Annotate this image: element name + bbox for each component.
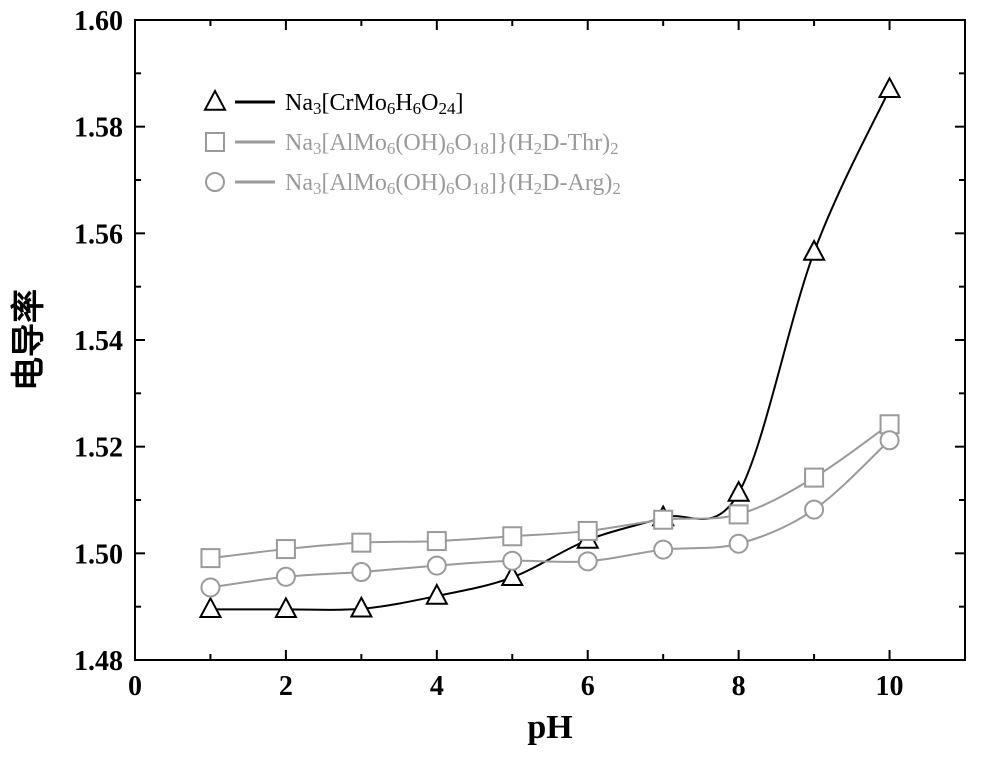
chart-svg: 0 2 4 6 8 10 1.48 1.50 1.52 1.54 1.56 1.58 1.60 pH 电导率… bbox=[0, 0, 1000, 775]
series-triangle bbox=[200, 78, 899, 617]
chart-container: 0 2 4 6 8 10 1.48 1.50 1.52 1.54 1.56 1.58 1.60 pH 电导率… bbox=[0, 0, 1000, 775]
square-marker bbox=[805, 469, 823, 487]
series-line bbox=[210, 440, 889, 587]
circle-marker bbox=[654, 541, 672, 559]
svg-text:1.50: 1.50 bbox=[74, 539, 123, 570]
circle-marker bbox=[277, 568, 295, 586]
triangle-marker bbox=[200, 598, 220, 617]
square-marker bbox=[277, 540, 295, 558]
square-marker bbox=[503, 527, 521, 545]
circle-marker bbox=[201, 578, 219, 596]
square-marker bbox=[579, 522, 597, 540]
triangle-marker bbox=[804, 241, 824, 260]
series-line bbox=[210, 424, 889, 558]
circle-marker bbox=[805, 501, 823, 519]
svg-text:1.58: 1.58 bbox=[74, 113, 123, 144]
svg-text:0: 0 bbox=[128, 671, 142, 702]
svg-text:10: 10 bbox=[876, 671, 904, 702]
triangle-marker bbox=[880, 78, 900, 97]
legend-label: Na3[AlMo6(OH)6O18]}(H2D-Arg)2 bbox=[285, 170, 621, 198]
square-marker bbox=[428, 532, 446, 550]
circle-marker bbox=[428, 557, 446, 575]
circle-marker bbox=[352, 563, 370, 581]
legend-label: Na3[CrMo6H6O24] bbox=[285, 90, 464, 118]
svg-text:8: 8 bbox=[732, 671, 746, 702]
legend-entry: Na3[CrMo6H6O24] bbox=[205, 90, 464, 118]
svg-text:6: 6 bbox=[581, 671, 595, 702]
circle-marker bbox=[206, 173, 224, 191]
square-marker bbox=[654, 511, 672, 529]
series-circle bbox=[201, 431, 898, 596]
circle-marker bbox=[503, 552, 521, 570]
legend-entry: Na3[AlMo6(OH)6O18]}(H2D-Arg)2 bbox=[206, 170, 621, 198]
legend-entry: Na3[AlMo6(OH)6O18]}(H2D-Thr)2 bbox=[206, 130, 619, 158]
square-marker bbox=[201, 549, 219, 567]
square-marker bbox=[730, 505, 748, 523]
x-axis-title: pH bbox=[527, 709, 572, 746]
square-marker bbox=[206, 133, 224, 151]
legend-label: Na3[AlMo6(OH)6O18]}(H2D-Thr)2 bbox=[285, 130, 619, 158]
circle-marker bbox=[579, 552, 597, 570]
svg-text:4: 4 bbox=[430, 671, 444, 702]
triangle-marker bbox=[729, 482, 749, 501]
svg-text:1.60: 1.60 bbox=[74, 6, 123, 37]
series-line bbox=[210, 89, 889, 610]
circle-marker bbox=[730, 535, 748, 553]
series-square bbox=[201, 415, 898, 567]
circle-marker bbox=[881, 431, 899, 449]
svg-text:2: 2 bbox=[279, 671, 293, 702]
svg-text:1.52: 1.52 bbox=[74, 433, 123, 464]
y-axis-title: 电导率 bbox=[10, 289, 48, 391]
square-marker bbox=[352, 534, 370, 552]
triangle-marker bbox=[276, 598, 296, 617]
svg-text:1.54: 1.54 bbox=[74, 326, 123, 357]
triangle-marker bbox=[205, 91, 225, 110]
svg-text:1.56: 1.56 bbox=[74, 219, 123, 250]
svg-text:1.48: 1.48 bbox=[74, 646, 123, 677]
